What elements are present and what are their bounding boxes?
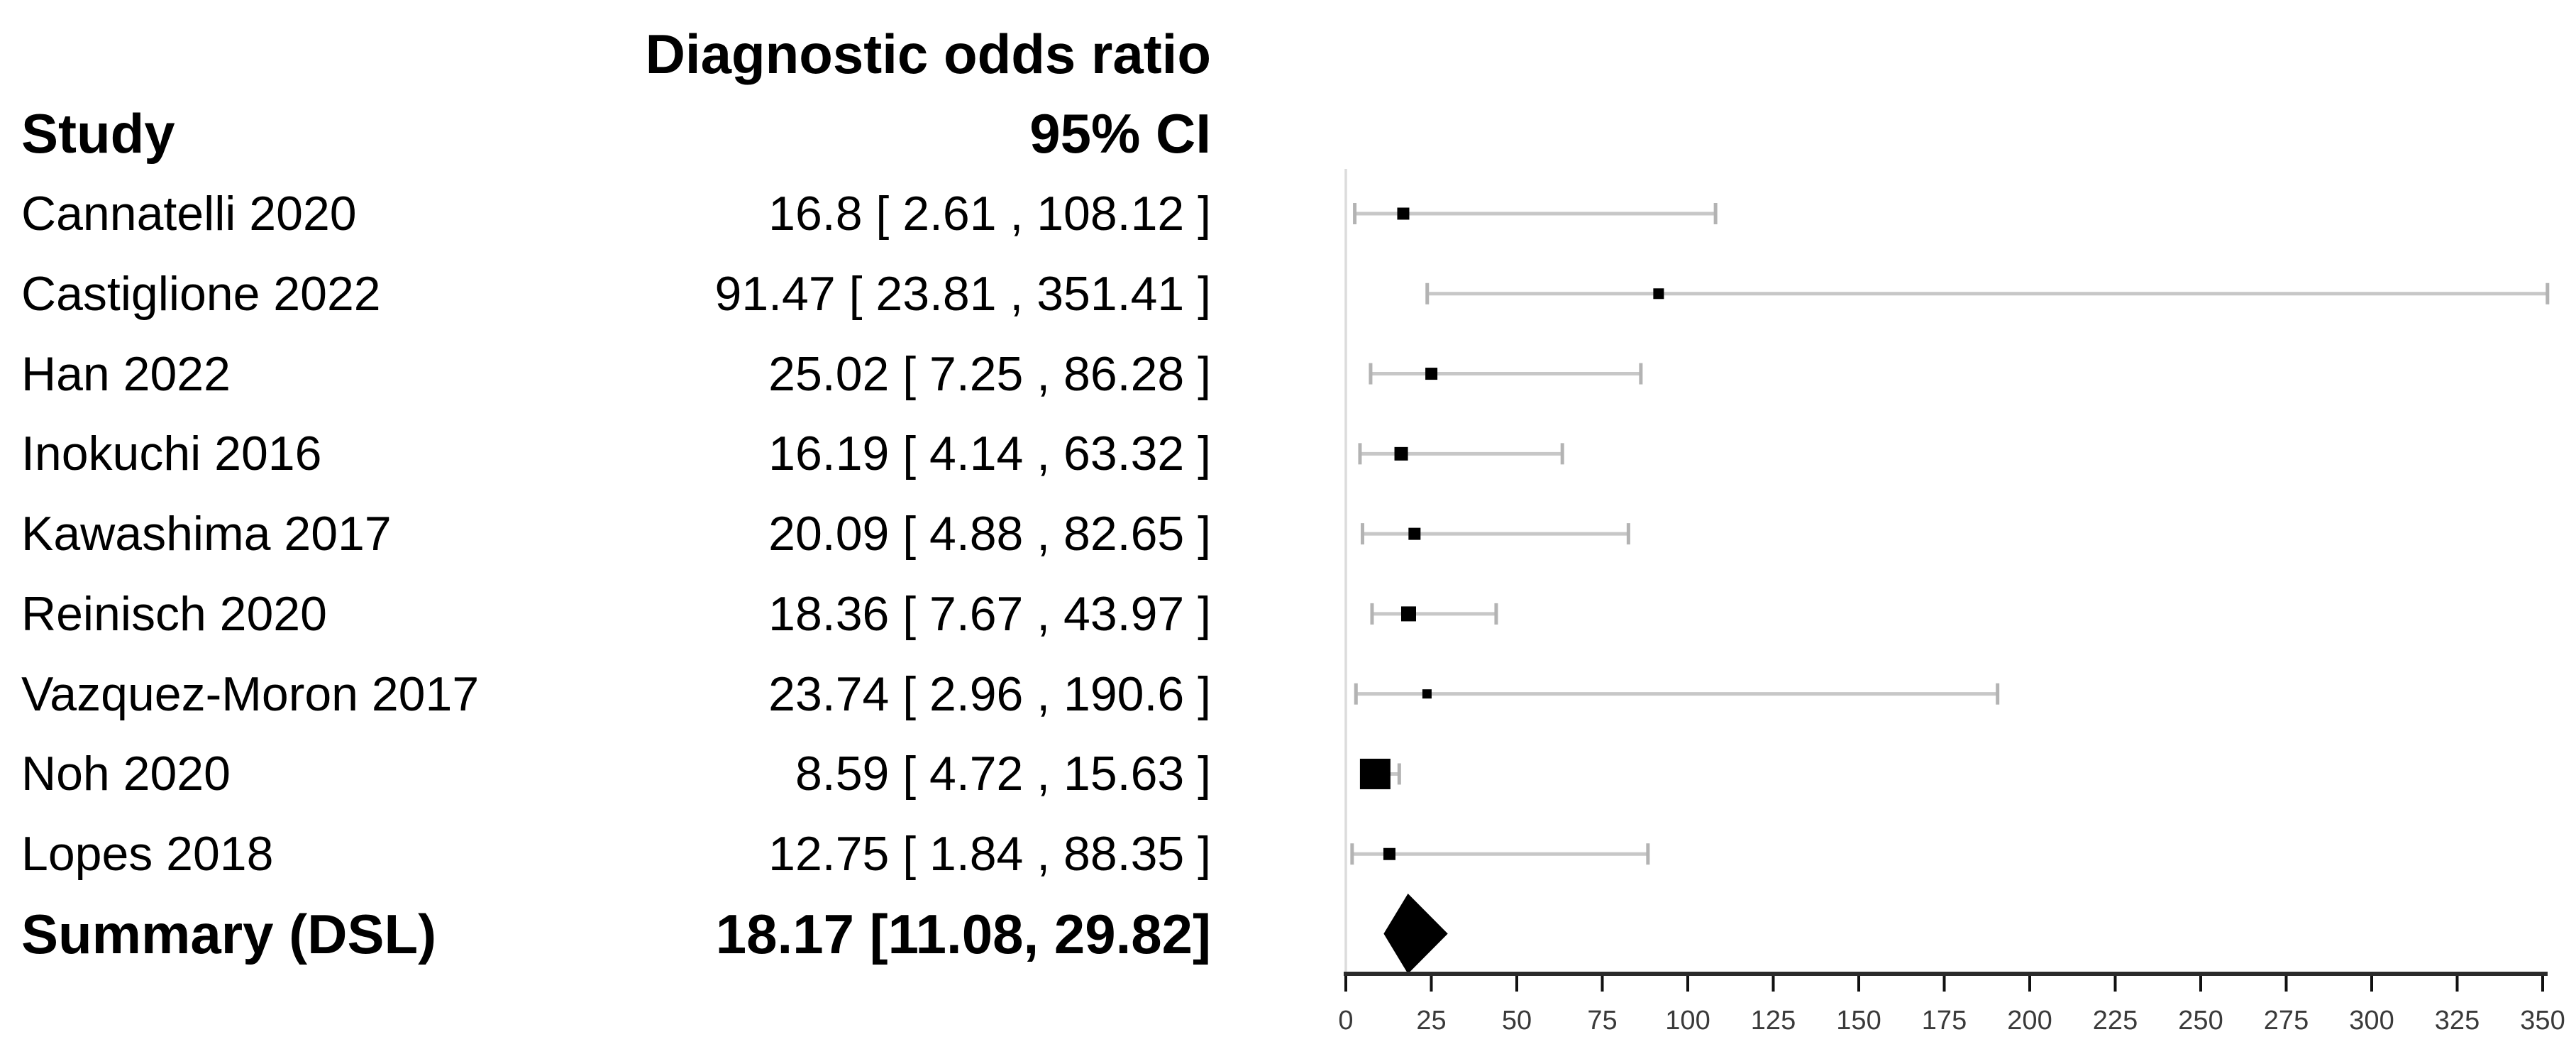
summary-label: Summary (DSL) [21, 903, 437, 966]
x-axis-tick-label: 250 [2178, 1006, 2223, 1036]
study-ci-value: 20.09 [ 4.88 , 82.65 ] [768, 507, 1211, 561]
study-ci-value: 25.02 [ 7.25 , 86.28 ] [768, 346, 1211, 401]
summary-ci-value: 18.17 [11.08, 29.82] [715, 903, 1211, 966]
study-label: Inokuchi 2016 [21, 427, 322, 481]
x-axis-tick-label: 125 [1751, 1006, 1796, 1036]
x-axis-tick-label: 350 [2520, 1006, 2565, 1036]
x-axis-tick-label: 175 [1922, 1006, 1967, 1036]
x-axis-tick-label: 300 [2349, 1006, 2394, 1036]
estimate-square [1408, 527, 1421, 540]
column-header-95ci: 95% CI [1029, 102, 1211, 165]
x-axis-tick-label: 0 [1338, 1006, 1353, 1036]
x-axis-tick-label: 50 [1502, 1006, 1532, 1036]
estimate-square [1422, 689, 1432, 699]
x-axis-tick-label: 225 [2093, 1006, 2138, 1036]
estimate-square [1653, 288, 1664, 300]
study-ci-value: 16.19 [ 4.14 , 63.32 ] [768, 427, 1211, 481]
estimate-square [1394, 446, 1408, 461]
x-axis-tick-label: 75 [1587, 1006, 1617, 1036]
study-label: Castiglione 2022 [21, 266, 381, 321]
study-label: Han 2022 [21, 346, 231, 401]
study-label: Vazquez-Moron 2017 [21, 666, 480, 721]
study-ci-value: 23.74 [ 2.96 , 190.6 ] [768, 666, 1211, 721]
column-header-diagnostic-odds-ratio: Diagnostic odds ratio [645, 23, 1211, 85]
x-axis-tick-label: 275 [2264, 1006, 2309, 1036]
study-label: Cannatelli 2020 [21, 187, 357, 241]
study-ci-value: 91.47 [ 23.81 , 351.41 ] [714, 266, 1211, 321]
study-ci-value: 18.36 [ 7.67 , 43.97 ] [768, 586, 1211, 641]
x-axis-tick-label: 25 [1416, 1006, 1446, 1036]
x-axis-tick-label: 200 [2007, 1006, 2052, 1036]
estimate-square [1383, 847, 1395, 860]
estimate-square [1400, 606, 1416, 622]
column-header-study: Study [21, 102, 175, 165]
x-axis-tick-label: 100 [1665, 1006, 1710, 1036]
estimate-square [1425, 368, 1438, 380]
estimate-square [1359, 758, 1391, 789]
study-label: Kawashima 2017 [21, 507, 392, 561]
study-label: Noh 2020 [21, 747, 231, 801]
x-axis-tick-label: 325 [2435, 1006, 2480, 1036]
study-ci-value: 16.8 [ 2.61 , 108.12 ] [768, 187, 1211, 241]
study-ci-value: 12.75 [ 1.84 , 88.35 ] [768, 827, 1211, 882]
study-label: Lopes 2018 [21, 827, 274, 882]
estimate-square [1397, 207, 1410, 220]
study-label: Reinisch 2020 [21, 586, 327, 641]
x-axis-tick-label: 150 [1836, 1006, 1881, 1036]
summary-diamond [1383, 894, 1448, 974]
study-ci-value: 8.59 [ 4.72 , 15.63 ] [795, 747, 1211, 801]
